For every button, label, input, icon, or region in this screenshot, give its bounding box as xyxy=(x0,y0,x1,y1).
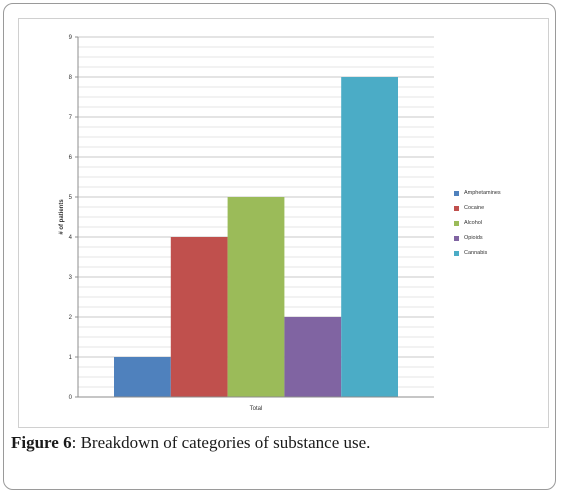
legend-swatch xyxy=(454,250,459,256)
legend-swatch xyxy=(454,190,459,196)
bar-cannabis xyxy=(341,77,398,397)
y-tick-labels: 0 1 2 3 4 5 6 7 8 9 xyxy=(69,35,78,401)
legend-label: Amphetamines xyxy=(464,190,501,196)
legend-item-alcohol: Alcohol xyxy=(454,216,501,230)
y-tick-label: 5 xyxy=(69,195,73,201)
legend-item-amphetamines: Amphetamines xyxy=(454,186,501,200)
legend-swatch xyxy=(454,220,459,226)
y-tick-label: 7 xyxy=(69,115,73,121)
y-axis-label: # of patients xyxy=(59,199,65,235)
bar-cocaine xyxy=(170,237,228,397)
y-tick-label: 9 xyxy=(69,35,73,41)
legend-label: Cocaine xyxy=(464,205,485,211)
legend-label: Cannabis xyxy=(464,250,488,256)
bar-alcohol xyxy=(227,197,285,397)
legend-label: Opioids xyxy=(464,235,483,241)
y-tick-label: 4 xyxy=(69,235,73,241)
legend-item-cocaine: Cocaine xyxy=(454,201,501,215)
figure-label: Figure 6 xyxy=(11,433,72,452)
y-tick-label: 8 xyxy=(69,75,73,81)
bar-opioids xyxy=(284,317,342,397)
bars xyxy=(114,77,398,397)
caption-text: : Breakdown of categories of substance u… xyxy=(71,433,371,452)
y-tick-label: 6 xyxy=(69,155,73,161)
y-tick-label: 0 xyxy=(69,395,73,401)
legend-label: Alcohol xyxy=(464,220,483,226)
y-tick-label: 1 xyxy=(69,355,73,361)
legend: Amphetamines Cocaine Alcohol Opioids Can… xyxy=(454,186,501,261)
y-tick-label: 2 xyxy=(69,315,73,321)
legend-swatch xyxy=(454,205,459,211)
legend-item-opioids: Opioids xyxy=(454,231,501,245)
y-tick-label: 3 xyxy=(69,275,73,281)
legend-swatch xyxy=(454,235,459,241)
figure-caption: Figure 6: Breakdown of categories of sub… xyxy=(11,433,541,453)
bar-amphetamines xyxy=(114,357,171,397)
x-category-label: Total xyxy=(250,406,263,412)
legend-item-cannabis: Cannabis xyxy=(454,246,501,260)
